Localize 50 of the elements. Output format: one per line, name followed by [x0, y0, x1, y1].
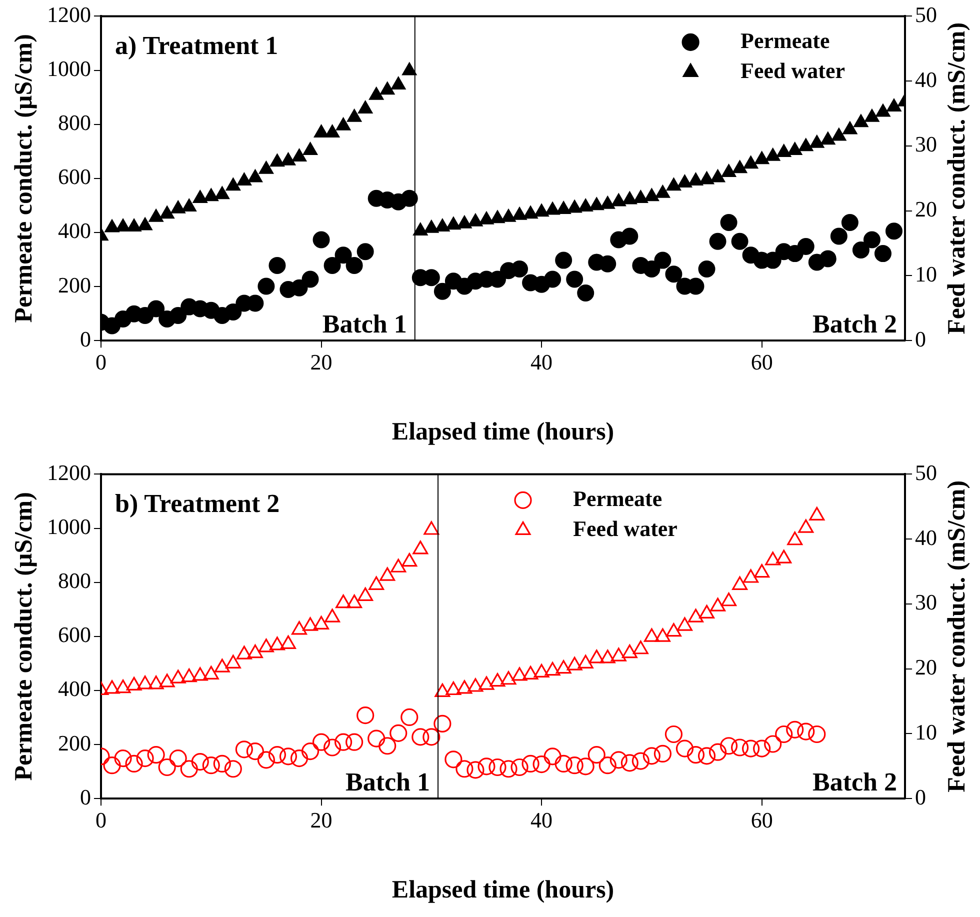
y-tick-label: 400 — [58, 676, 91, 702]
legend-label: Permeate — [573, 486, 662, 511]
y-axis-title: Permeate conduct. (µS/cm) — [10, 34, 38, 323]
x-tick-label: 60 — [750, 808, 773, 833]
x-tick-label: 20 — [310, 808, 332, 833]
y-tick-label: 400 — [58, 218, 91, 244]
annotation: Batch 2 — [812, 768, 897, 797]
y-tick-label: 1000 — [47, 514, 91, 540]
y2-tick-label: 10 — [915, 720, 937, 744]
y2-axis-title: Feed water conduct. (mS/cm) — [943, 22, 970, 334]
y-tick-label: 1200 — [47, 460, 91, 485]
x-tick-label: 0 — [96, 808, 106, 833]
y-tick-label: 200 — [58, 730, 91, 756]
y-axis-title: Permeate conduct. (µS/cm) — [10, 492, 38, 781]
x-tick-label: 40 — [530, 808, 553, 833]
y2-tick-label: 30 — [915, 590, 937, 615]
x-tick-label: 20 — [310, 350, 332, 375]
annotation: a) Treatment 1 — [115, 31, 278, 60]
y-tick-label: 200 — [58, 272, 91, 298]
y-tick-label: 0 — [80, 326, 91, 352]
y-tick-label: 1000 — [47, 56, 91, 82]
y-tick-label: 0 — [80, 784, 91, 810]
y2-tick-label: 10 — [915, 262, 937, 286]
y-tick-label: 600 — [58, 164, 91, 190]
legend-label: Feed water — [740, 58, 846, 83]
annotation: Batch 2 — [812, 310, 897, 339]
x-tick-label: 40 — [530, 350, 553, 375]
legend-label: Permeate — [740, 28, 830, 53]
y2-tick-label: 50 — [915, 2, 937, 27]
y2-tick-label: 40 — [915, 66, 937, 92]
x-axis-title: Elapsed time (hours) — [392, 418, 614, 446]
annotation: b) Treatment 2 — [115, 489, 280, 518]
annotation: Batch 1 — [322, 310, 407, 339]
y2-tick-label: 50 — [915, 460, 937, 485]
y-tick-label: 800 — [58, 568, 91, 594]
y-tick-label: 1200 — [47, 2, 91, 27]
y2-axis-title: Feed water conduct. (mS/cm) — [943, 480, 970, 792]
y-tick-label: 600 — [58, 622, 91, 648]
annotation: Batch 1 — [346, 768, 430, 797]
x-axis-title: Elapsed time (hours) — [392, 876, 614, 904]
y2-tick-label: 40 — [915, 524, 937, 550]
y2-tick-label: 20 — [915, 196, 937, 222]
x-tick-label: 60 — [750, 350, 773, 375]
y2-tick-label: 30 — [915, 132, 937, 157]
y-tick-label: 800 — [58, 110, 91, 136]
x-tick-label: 0 — [96, 350, 106, 375]
legend-label: Feed water — [573, 516, 678, 541]
y2-tick-label: 20 — [915, 654, 937, 680]
y2-tick-label: 0 — [915, 326, 926, 352]
y2-tick-label: 0 — [915, 784, 926, 810]
